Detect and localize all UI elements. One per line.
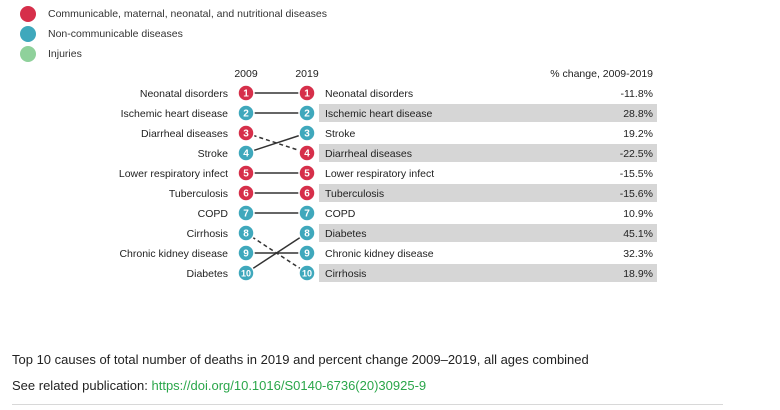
cause-label-2009: Diarrheal diseases: [141, 128, 228, 140]
rank-number-2009: 1: [243, 89, 249, 100]
rank-node-2009: [237, 264, 255, 282]
highlight-band: [319, 144, 657, 162]
cause-label-2009: COPD: [198, 208, 229, 220]
rank-node-2009: [237, 204, 255, 222]
rank-number-2019: 1: [304, 89, 310, 100]
percent-change-label: -15.5%: [620, 168, 653, 180]
cause-label-2019: Diarrheal diseases: [325, 148, 412, 160]
header-change: % change, 2009-2019: [550, 68, 653, 80]
rank-number-2009: 9: [243, 249, 249, 260]
rank-node-2009: [237, 144, 255, 162]
rank-number-2019: 9: [304, 249, 310, 260]
legend-label: Non-communicable diseases: [48, 28, 183, 40]
rank-chart: 2009 2019 % change, 2009-2019 Neonatal diso…: [119, 68, 657, 282]
percent-change-label: -11.8%: [621, 88, 654, 100]
percent-change-label: 32.3%: [623, 248, 653, 260]
cause-label-2009: Ischemic heart disease: [121, 108, 229, 120]
rank-node-2019: [298, 264, 316, 282]
rank-number-2019: 4: [304, 149, 310, 160]
rank-number-2009: 2: [243, 109, 249, 120]
legend-item: Injuries: [20, 44, 327, 64]
legend-label: Communicable, maternal, neonatal, and nu…: [48, 8, 327, 20]
rank-number-2019: 10: [302, 269, 312, 279]
highlight-band: [319, 224, 657, 242]
header-2009: 2009: [234, 68, 258, 80]
legend-swatch: [20, 46, 36, 62]
cause-label-2009: Cirrhosis: [187, 228, 228, 240]
rank-number-2019: 6: [304, 189, 310, 200]
chart-caption: Top 10 causes of total number of deaths …: [12, 352, 589, 367]
divider: [12, 404, 723, 405]
cause-label-2019: COPD: [325, 208, 356, 220]
rank-number-2009: 4: [243, 149, 249, 160]
rank-number-2019: 8: [304, 229, 310, 240]
highlight-band: [319, 264, 657, 282]
rank-number-2009: 8: [243, 229, 249, 240]
rank-number-2019: 7: [304, 209, 310, 220]
publication-link[interactable]: https://doi.org/10.1016/S0140-6736(20)30…: [151, 378, 427, 393]
rank-node-2019: [298, 224, 316, 242]
rank-node-2009: [237, 244, 255, 262]
legend-label: Injuries: [48, 48, 82, 60]
cause-label-2019: Tuberculosis: [325, 188, 384, 200]
rank-number-2019: 3: [304, 129, 310, 140]
rank-node-2019: [298, 204, 316, 222]
percent-change-label: 10.9%: [623, 208, 653, 220]
percent-change-label: -22.5%: [620, 148, 653, 160]
legend-item: Non-communicable diseases: [20, 24, 327, 44]
rank-number-2009: 3: [243, 129, 249, 140]
rank-number-2009: 6: [243, 189, 249, 200]
rank-node-2019: [298, 104, 316, 122]
rank-node-2019: [298, 84, 316, 102]
rank-node-2019: [298, 244, 316, 262]
highlight-band: [319, 104, 657, 122]
legend-swatch: [20, 6, 36, 22]
cause-label-2019: Lower respiratory infect: [325, 168, 434, 180]
legend-item: Communicable, maternal, neonatal, and nu…: [20, 4, 327, 24]
legend: Communicable, maternal, neonatal, and nu…: [20, 4, 327, 64]
related-prefix: See related publication:: [12, 378, 152, 393]
rank-node-2019: [298, 124, 316, 142]
rank-node-2009: [237, 224, 255, 242]
rank-node-2009: [237, 164, 255, 182]
rank-number-2019: 5: [304, 169, 310, 180]
highlight-band: [319, 184, 657, 202]
rank-node-2019: [298, 144, 316, 162]
cause-label-2019: Neonatal disorders: [325, 88, 413, 100]
rank-node-2019: [298, 184, 316, 202]
rank-connector: [245, 232, 308, 274]
rank-number-2009: 7: [243, 209, 249, 220]
cause-label-2009: Chronic kidney disease: [119, 248, 228, 260]
rank-number-2009: 5: [243, 169, 249, 180]
percent-change-label: 19.2%: [623, 128, 653, 140]
percent-change-label: 28.8%: [623, 108, 653, 120]
rank-node-2009: [237, 184, 255, 202]
cause-label-2019: Stroke: [325, 128, 356, 140]
cause-label-2009: Tuberculosis: [169, 188, 228, 200]
cause-label-2009: Lower respiratory infect: [119, 168, 228, 180]
percent-change-label: -15.6%: [620, 188, 653, 200]
legend-swatch: [20, 26, 36, 42]
rank-connector: [245, 132, 308, 154]
rank-number-2009: 10: [241, 269, 251, 279]
rank-node-2009: [237, 104, 255, 122]
cause-label-2009: Neonatal disorders: [140, 88, 228, 100]
cause-label-2019: Cirrhosis: [325, 268, 366, 280]
header-2019: 2019: [295, 68, 319, 80]
cause-label-2009: Stroke: [198, 148, 229, 160]
cause-label-2019: Ischemic heart disease: [325, 108, 433, 120]
cause-label-2019: Chronic kidney disease: [325, 248, 434, 260]
rank-node-2009: [237, 124, 255, 142]
rank-connector: [245, 132, 308, 154]
percent-change-label: 45.1%: [623, 228, 653, 240]
related-publication: See related publication: https://doi.org…: [12, 378, 426, 393]
cause-label-2019: Diabetes: [325, 228, 366, 240]
cause-label-2009: Diabetes: [187, 268, 228, 280]
rank-node-2019: [298, 164, 316, 182]
percent-change-label: 18.9%: [623, 268, 653, 280]
rank-number-2019: 2: [304, 109, 310, 120]
rank-node-2009: [237, 84, 255, 102]
